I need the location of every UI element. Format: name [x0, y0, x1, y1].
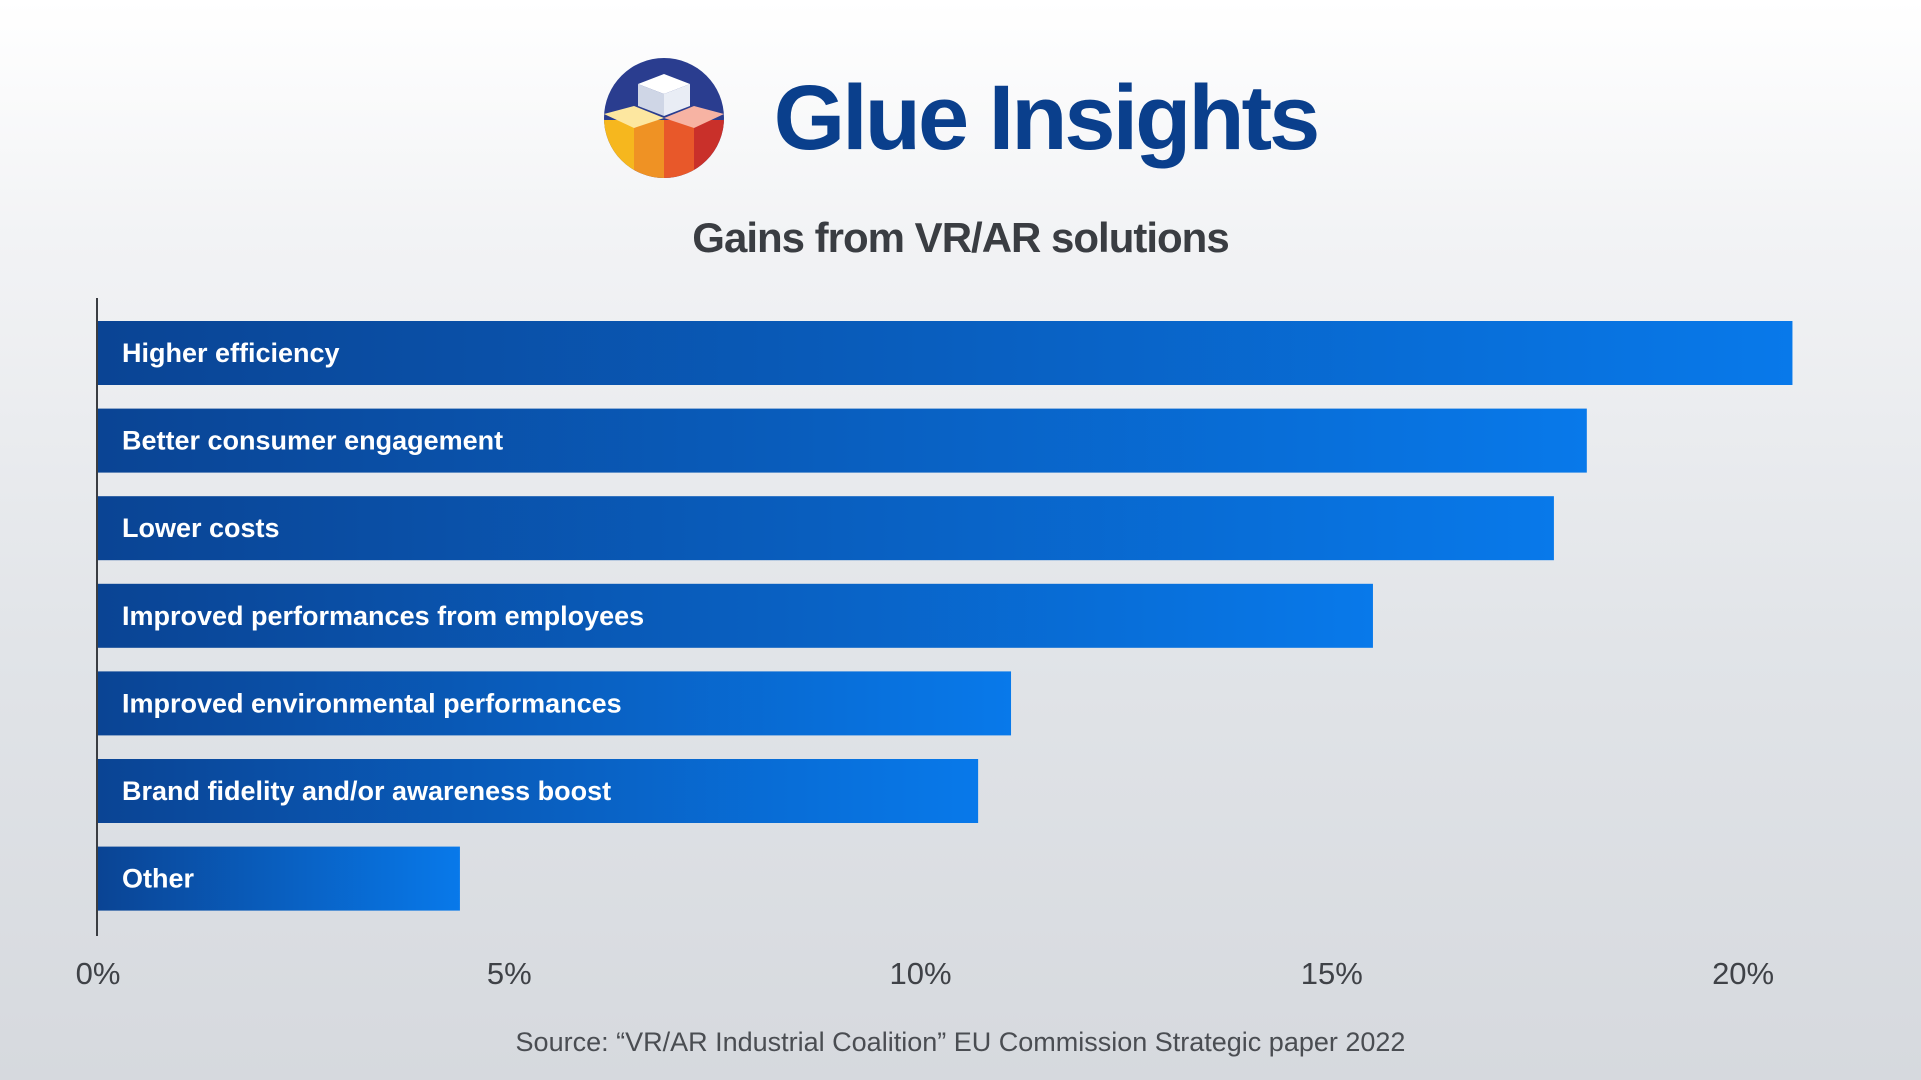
bar-brand-fidelity-and-or-awareness-boost	[98, 759, 979, 823]
x-tick-label: 15%	[1301, 956, 1363, 991]
x-tick-label: 20%	[1712, 956, 1774, 991]
brand-name: Glue Insights	[773, 67, 1321, 169]
bar-lower-costs	[98, 496, 1554, 561]
bar-improved-environmental-performances	[98, 671, 1012, 736]
bar-other	[98, 846, 460, 911]
x-tick-label: 5%	[487, 956, 532, 991]
bar-label-better-consumer-engagement: Better consumer engagement	[122, 426, 503, 456]
x-tick-label: 10%	[890, 956, 952, 991]
bar-label-higher-efficiency: Higher efficiency	[122, 338, 340, 368]
x-tick-label: 0%	[76, 956, 121, 991]
bar-label-brand-fidelity-and-or-awareness-boost: Brand fidelity and/or awareness boost	[122, 776, 611, 806]
source-note: Source: “VR/AR Industrial Coalition” EU …	[515, 1027, 1406, 1057]
bar-label-other: Other	[122, 864, 195, 894]
bar-higher-efficiency	[98, 321, 1793, 385]
stacked-cubes-logo-icon	[603, 58, 724, 178]
bar-improved-performances-from-employees	[98, 583, 1373, 648]
bar-label-improved-environmental-performances: Improved environmental performances	[122, 688, 622, 718]
bar-label-lower-costs: Lower costs	[122, 513, 280, 543]
chart-title: Gains from VR/AR solutions	[692, 214, 1229, 261]
brand-header: Glue Insights	[0, 56, 1921, 180]
bar-label-improved-performances-from-employees: Improved performances from employees	[122, 601, 644, 631]
bar-better-consumer-engagement	[98, 408, 1587, 473]
